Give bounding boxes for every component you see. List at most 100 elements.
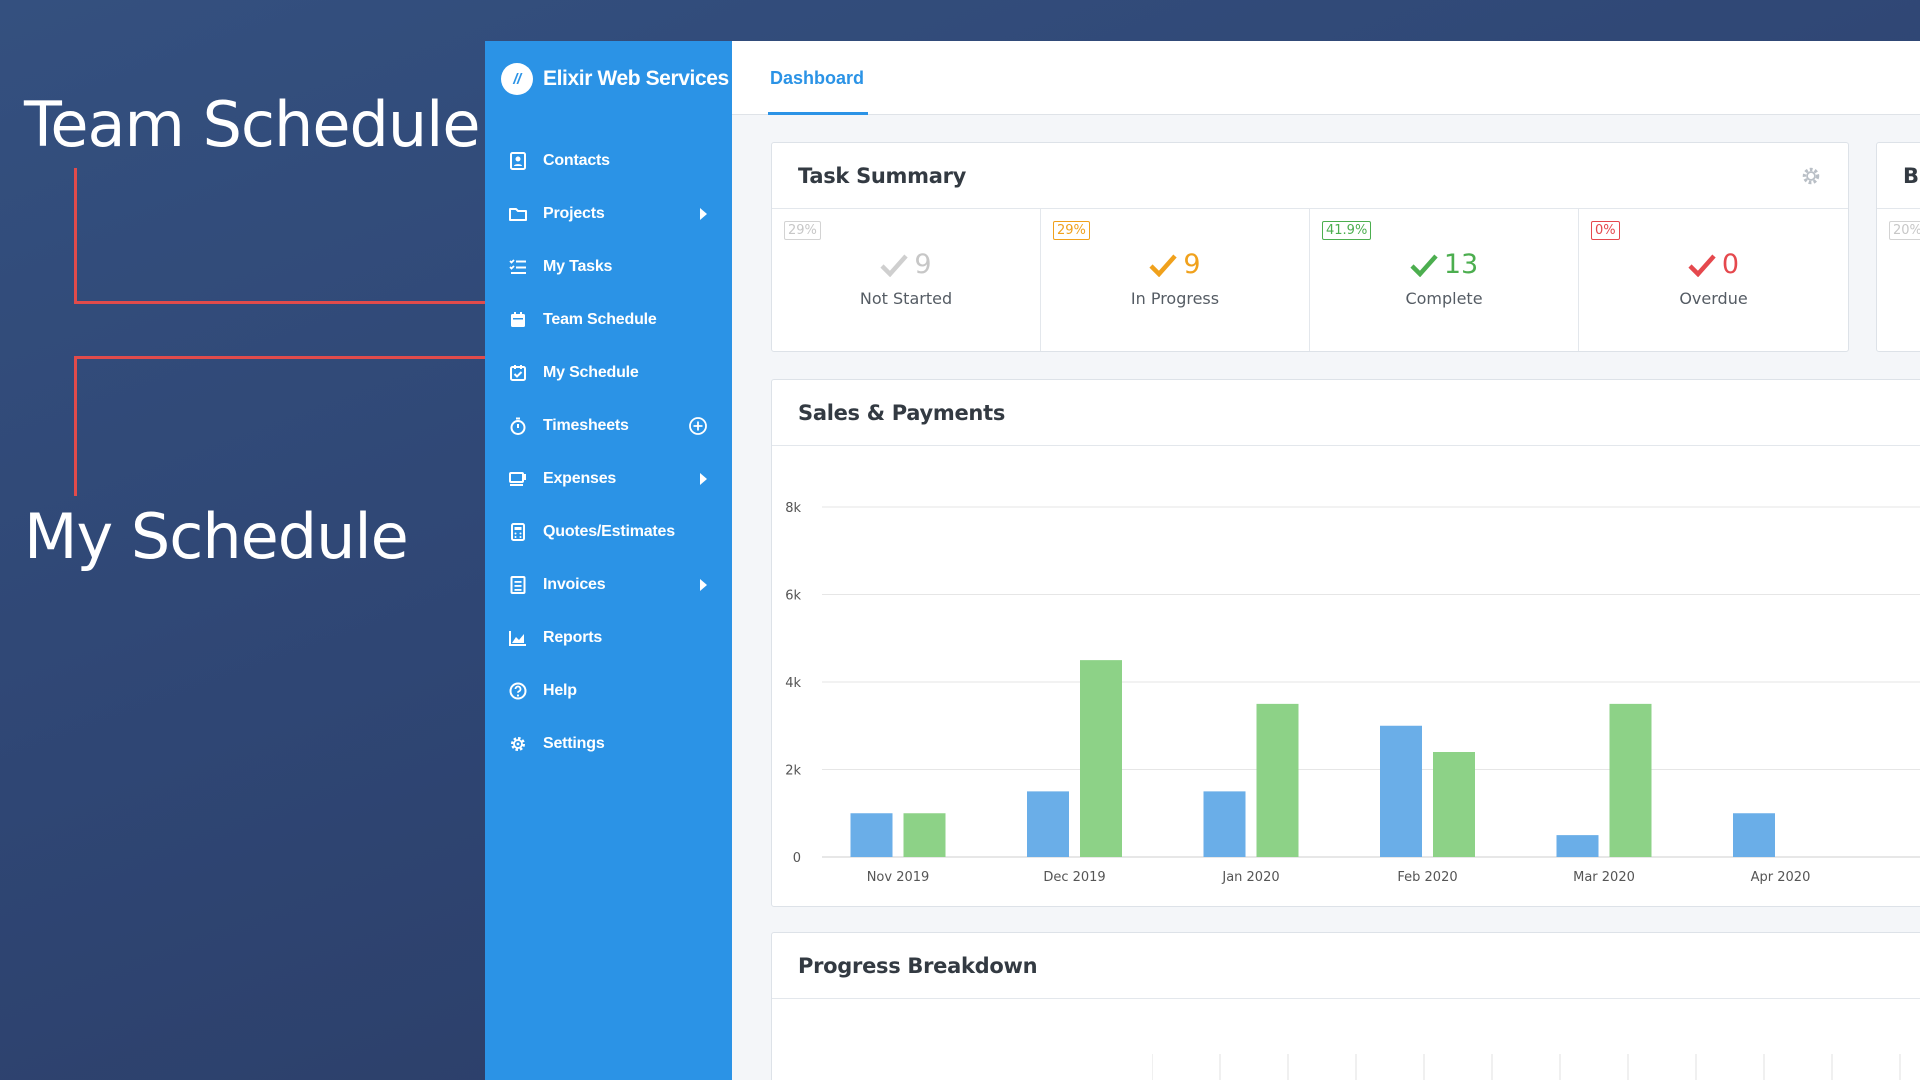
sidebar-item-timesheets[interactable]: Timesheets bbox=[485, 406, 732, 446]
contacts-icon bbox=[507, 150, 529, 172]
bar bbox=[1027, 791, 1069, 857]
sidebar-item-label: Settings bbox=[543, 735, 605, 752]
bar bbox=[1433, 752, 1475, 857]
progress-title: Progress Breakdown bbox=[798, 953, 1038, 978]
check-icon bbox=[1410, 254, 1438, 277]
y-tick-label: 4k bbox=[785, 676, 801, 691]
stat-not-started[interactable]: 29% 9 Not Started bbox=[772, 209, 1041, 351]
sidebar-item-projects[interactable]: Projects bbox=[485, 194, 732, 234]
stat-in-progress[interactable]: 29% 9 In Progress bbox=[1041, 209, 1310, 351]
gear-icon bbox=[507, 733, 529, 755]
x-tick-label: Nov 2019 bbox=[867, 870, 930, 885]
stat-label: Not Started bbox=[859, 289, 953, 308]
tab-active-indicator bbox=[768, 112, 868, 115]
sidebar-item-invoices[interactable]: Invoices bbox=[485, 565, 732, 605]
check-icon bbox=[1149, 254, 1178, 277]
caret-right-icon[interactable] bbox=[698, 472, 708, 486]
check-icon bbox=[880, 254, 909, 277]
stat-badge: 20% bbox=[1889, 221, 1920, 240]
stat-badge: 41.9% bbox=[1322, 221, 1372, 240]
stat-value: 13 bbox=[1443, 249, 1479, 280]
sidebar-item-label: My Schedule bbox=[543, 364, 639, 381]
invoice-icon bbox=[507, 574, 529, 596]
y-tick-label: 0 bbox=[793, 851, 801, 866]
x-tick-label: Mar 2020 bbox=[1573, 870, 1635, 885]
sidebar-item-team-schedule[interactable]: Team Schedule bbox=[485, 300, 732, 340]
card-settings-icon[interactable] bbox=[1800, 165, 1822, 187]
sidebar-item-my-schedule[interactable]: My Schedule bbox=[485, 353, 732, 393]
sidebar-item-label: Quotes/Estimates bbox=[543, 523, 675, 540]
plus-circle-icon[interactable] bbox=[688, 416, 708, 436]
stat-value-row: 13 bbox=[1310, 249, 1578, 280]
sidebar-item-label: Reports bbox=[543, 629, 603, 646]
cup-icon bbox=[507, 468, 529, 490]
sidebar-item-help[interactable]: Help bbox=[485, 671, 732, 711]
stat-label: Overdue bbox=[1679, 289, 1748, 308]
brand-name: Elixir Web Services bbox=[543, 67, 729, 90]
sidebar-item-my-tasks[interactable]: My Tasks bbox=[485, 247, 732, 287]
sidebar-item-label: Contacts bbox=[543, 152, 610, 169]
callout-line-team-h bbox=[74, 301, 492, 304]
callout-line-my-h bbox=[74, 356, 492, 359]
sidebar-item-label: Help bbox=[543, 682, 577, 699]
sales-chart: 0 2k 4k 6k 8k Nov 2019 Dec 2019 Jan 2020 Feb 202… bbox=[785, 501, 1920, 885]
sidebar-item-label: Timesheets bbox=[543, 417, 629, 434]
stat-value: 9 bbox=[1183, 249, 1201, 280]
stat-badge: 29% bbox=[1053, 221, 1090, 240]
x-tick-label: Jan 2020 bbox=[1221, 870, 1279, 885]
bar bbox=[1203, 791, 1246, 857]
callout-team-schedule: Team Schedule bbox=[24, 88, 480, 161]
top-bar: Dashboard bbox=[732, 41, 1920, 115]
stat-value-row: 9 bbox=[772, 249, 1040, 280]
y-tick-label: 2k bbox=[785, 764, 801, 779]
bar bbox=[850, 813, 893, 857]
tab-label: Dashboard bbox=[770, 67, 865, 88]
sidebar-item-expenses[interactable]: Expenses bbox=[485, 459, 732, 499]
bar bbox=[1256, 703, 1299, 857]
x-tick-label: Dec 2019 bbox=[1043, 870, 1105, 885]
y-tick-label: 6k bbox=[785, 589, 801, 604]
sidebar-item-reports[interactable]: Reports bbox=[485, 618, 732, 658]
sales-payments-card: Sales & Payments 0 2k 4k 6k 8k Nov 2019 Dec 20… bbox=[771, 379, 1920, 907]
sidebar-item-quotes-estimates[interactable]: Quotes/Estimates bbox=[485, 512, 732, 552]
sidebar-item-label: Projects bbox=[543, 205, 605, 222]
bar bbox=[1556, 835, 1599, 857]
callout-line-team-v bbox=[74, 168, 77, 304]
sidebar-item-label: Invoices bbox=[543, 576, 606, 593]
card-title: Sales & Payments bbox=[772, 380, 1920, 446]
card-title: Progress Breakdown bbox=[772, 933, 1920, 999]
caret-right-icon[interactable] bbox=[698, 578, 708, 592]
x-tick-label: Apr 2020 bbox=[1751, 870, 1811, 885]
stat-overdue[interactable]: 0% 0 Overdue bbox=[1579, 209, 1848, 351]
calculator-icon bbox=[507, 521, 529, 543]
sales-title: Sales & Payments bbox=[798, 400, 1006, 425]
stat-label: Complete bbox=[1405, 289, 1483, 308]
budget-card-title: Bu bbox=[1903, 163, 1920, 188]
bar bbox=[1609, 703, 1652, 857]
stat-complete[interactable]: 41.9% 13 Complete bbox=[1310, 209, 1579, 351]
app-window: // Elixir Web Services Contacts Projects… bbox=[485, 41, 1920, 1080]
sidebar-item-label: Expenses bbox=[543, 470, 617, 487]
y-tick-label: 8k bbox=[785, 501, 801, 516]
x-tick-label: Feb 2020 bbox=[1397, 870, 1457, 885]
brand[interactable]: // Elixir Web Services bbox=[501, 63, 729, 95]
tasks-icon bbox=[507, 256, 529, 278]
stat-label: In Progress bbox=[1130, 289, 1220, 308]
bar bbox=[903, 813, 946, 857]
stat-value-row: 9 bbox=[1041, 249, 1309, 280]
stat-badge: 29% bbox=[784, 221, 821, 240]
calendar-icon bbox=[507, 309, 529, 331]
bar bbox=[1080, 660, 1122, 857]
task-summary-title: Task Summary bbox=[798, 163, 967, 188]
callout-line-my-v bbox=[74, 356, 77, 496]
stopwatch-icon bbox=[507, 415, 529, 437]
sidebar-item-contacts[interactable]: Contacts bbox=[485, 141, 732, 181]
sidebar-item-settings[interactable]: Settings bbox=[485, 724, 732, 764]
bar bbox=[1380, 725, 1422, 857]
stat-value: 0 bbox=[1721, 249, 1740, 280]
card-title: Bu bbox=[1877, 143, 1920, 209]
sidebar-item-label: Team Schedule bbox=[543, 311, 657, 328]
tab-dashboard[interactable]: Dashboard bbox=[770, 41, 864, 115]
caret-right-icon[interactable] bbox=[698, 207, 708, 221]
reports-icon bbox=[507, 627, 529, 649]
